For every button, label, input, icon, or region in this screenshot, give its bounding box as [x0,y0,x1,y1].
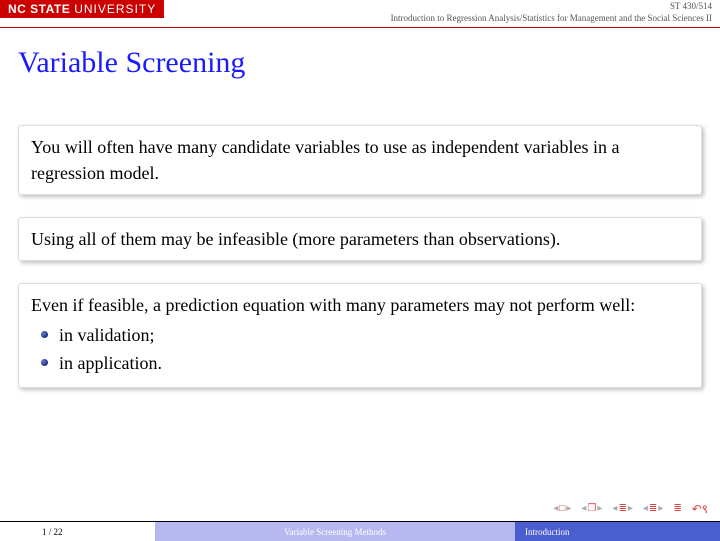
nav-subsection-icon[interactable]: ◂❐▸ [581,503,602,514]
footer-topic: Variable Screening Methods [155,522,515,541]
nav-section-icon[interactable]: ◂≣▸ [612,503,632,514]
content-block: You will often have many candidate varia… [18,125,702,195]
header-course-info: ST 430/514 Introduction to Regression An… [164,0,720,24]
list-item: in application. [59,350,689,376]
course-code: ST 430/514 [164,1,712,13]
slide-footer: 1 / 22 Variable Screening Methods Introd… [0,521,720,541]
slide-header: NC STATE UNIVERSITY ST 430/514 Introduct… [0,0,720,28]
course-title: Introduction to Regression Analysis/Stat… [164,13,712,25]
block-text: Using all of them may be infeasible (mor… [31,229,560,249]
content-block: Using all of them may be infeasible (mor… [18,217,702,261]
nav-doc-icon[interactable]: ◂≣▸ [643,503,663,514]
slide-content: You will often have many candidate varia… [0,80,720,388]
university-logo: NC STATE UNIVERSITY [0,0,164,18]
nav-search-icon[interactable]: ↶९ [692,500,708,517]
bullet-list: in validation; in application. [31,322,689,376]
list-item: in validation; [59,322,689,348]
slide-title: Variable Screening [18,46,720,80]
page-number: 1 / 22 [0,522,155,541]
content-block: Even if feasible, a prediction equation … [18,283,702,387]
logo-light: UNIVERSITY [74,2,156,16]
block-text: Even if feasible, a prediction equation … [31,295,635,315]
footer-section: Introduction [515,522,720,541]
nav-back-icon[interactable]: ≣ [673,503,681,514]
block-text: You will often have many candidate varia… [31,137,620,183]
nav-frame-icon[interactable]: ◂□▸ [553,503,571,514]
logo-bold: NC STATE [8,2,70,16]
beamer-nav-symbols[interactable]: ◂□▸ ◂❐▸ ◂≣▸ ◂≣▸ ≣ ↶९ [553,500,708,517]
